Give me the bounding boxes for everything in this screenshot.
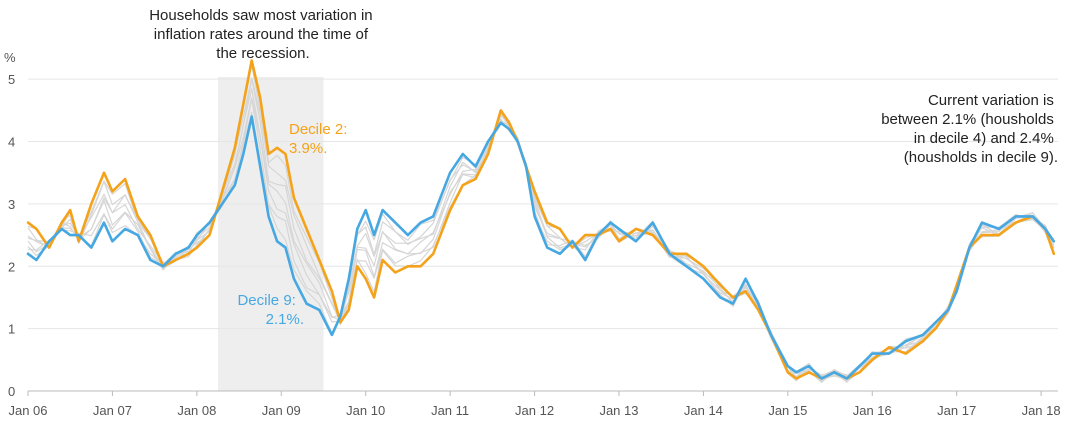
gridlines	[28, 78, 1058, 392]
y-axis-label: %	[4, 50, 16, 65]
y-axis-ticks: 0 1 2 3 4 5	[8, 72, 15, 399]
y-tick-label: 0	[8, 384, 15, 399]
y-tick-label: 3	[8, 197, 15, 212]
recession-shading	[217, 77, 324, 391]
y-tick-label: 1	[8, 322, 15, 337]
annotation-decile-9: Decile 9: 2.1%.	[237, 292, 304, 328]
x-tick-label: Jan 06	[8, 403, 47, 418]
x-tick-label: Jan 13	[599, 403, 638, 418]
annotation-recession: Households saw most variation in inflati…	[149, 7, 377, 62]
x-tick-label: Jan 10	[346, 403, 385, 418]
recession-shading-layer	[217, 77, 324, 391]
decile-9-line	[26, 115, 1056, 380]
decile-line-other	[27, 111, 1055, 382]
annotation-current: Current variation is between 2.1% (housh…	[881, 92, 1058, 166]
x-tick-label: Jan 16	[853, 403, 892, 418]
x-tick-label: Jan 08	[177, 403, 216, 418]
x-tick-label: Jan 07	[93, 403, 132, 418]
x-axis-ticks: Jan 06 Jan 07 Jan 08 Jan 09 Jan 10 Jan 11 Jan …	[8, 391, 1061, 418]
y-tick-label: 5	[8, 72, 15, 87]
decile-line-other	[27, 97, 1055, 382]
x-tick-label: Jan 14	[684, 403, 723, 418]
x-tick-label: Jan 09	[262, 403, 301, 418]
y-tick-label: 4	[8, 135, 15, 150]
annotation-decile-2: Decile 2: 3.9%.	[289, 121, 352, 157]
x-tick-label: Jan 17	[937, 403, 976, 418]
x-tick-label: Jan 18	[1022, 403, 1061, 418]
y-tick-label: 2	[8, 259, 15, 274]
x-tick-label: Jan 15	[768, 403, 807, 418]
x-tick-label: Jan 11	[431, 403, 469, 418]
x-tick-label: Jan 12	[515, 403, 554, 418]
series-lines	[26, 59, 1056, 380]
